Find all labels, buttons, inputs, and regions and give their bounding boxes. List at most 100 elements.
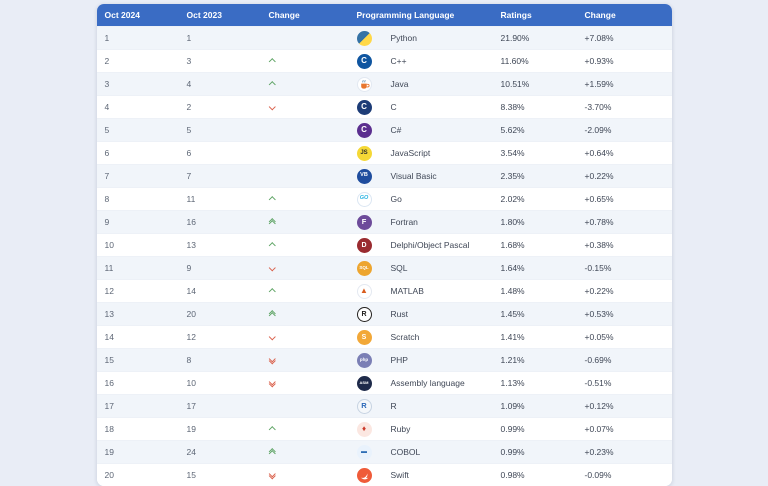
language-cell: ▬ COBOL xyxy=(347,444,493,460)
rank-oct-2023: 1 xyxy=(186,33,192,43)
rank-oct-2024: 4 xyxy=(104,102,110,112)
rank-oct-2024: 7 xyxy=(104,171,110,181)
table-body: 1 1 Python 21.90% +7.08% 2 3 C C++ 11.60% +0.93% 3 4… xyxy=(96,26,672,486)
language-name: Rust xyxy=(390,309,408,319)
rank-change-up-icon xyxy=(261,280,347,302)
scratch-icon: S xyxy=(356,329,372,345)
table-row: 14 12 S Scratch 1.41% +0.05% xyxy=(96,325,672,348)
rank-oct-2023: 2 xyxy=(186,102,192,112)
rating-value: 1.13% xyxy=(500,378,525,388)
column-header-oct-2024: Oct 2024 xyxy=(104,10,140,20)
rank-oct-2023: 24 xyxy=(186,447,196,457)
rating-change-value: -2.09% xyxy=(584,125,612,135)
rank-oct-2024: 6 xyxy=(104,148,110,158)
language-cell: SQL SQL xyxy=(347,260,493,276)
rank-oct-2023: 14 xyxy=(186,286,196,296)
rating-value: 11.60% xyxy=(500,56,529,66)
table-row: 13 20 R Rust 1.45% +0.53% xyxy=(96,302,672,325)
language-name: Fortran xyxy=(390,217,418,227)
rating-change-value: +0.22% xyxy=(584,286,614,296)
language-name: Swift xyxy=(390,470,409,480)
language-cell: Python xyxy=(347,30,493,46)
rank-oct-2023: 15 xyxy=(186,470,196,480)
language-name: Visual Basic xyxy=(390,171,437,181)
r-icon: R xyxy=(356,398,372,414)
rating-change-value: +0.78% xyxy=(584,217,614,227)
rating-value: 2.02% xyxy=(500,194,525,204)
rank-change-none xyxy=(261,165,347,187)
language-cell: JS JavaScript xyxy=(347,145,493,161)
rank-oct-2024: 3 xyxy=(104,79,110,89)
rank-change-up-double-icon xyxy=(261,303,347,325)
python-icon xyxy=(356,30,372,46)
language-cell: Java xyxy=(347,76,493,92)
rating-value: 21.90% xyxy=(500,33,530,43)
language-name: Scratch xyxy=(390,332,420,342)
rank-change-down-double-icon xyxy=(261,349,347,371)
rating-change-value: +0.05% xyxy=(584,332,614,342)
language-cell: php PHP xyxy=(347,352,493,368)
rank-oct-2023: 13 xyxy=(186,240,196,250)
rank-oct-2024: 16 xyxy=(104,378,114,388)
table-header: Oct 2024 Oct 2023 Change Programming Lan… xyxy=(96,4,672,26)
rating-value: 0.98% xyxy=(500,470,525,480)
rank-change-none xyxy=(261,395,347,417)
rank-change-down-icon xyxy=(261,326,347,348)
language-cell: GO Go xyxy=(347,191,493,207)
language-name: Assembly language xyxy=(390,378,465,388)
rank-change-none xyxy=(261,119,347,141)
rank-oct-2023: 9 xyxy=(186,263,192,273)
rating-value: 1.21% xyxy=(500,355,525,365)
rating-change-value: +0.22% xyxy=(584,171,614,181)
rank-oct-2023: 7 xyxy=(186,171,192,181)
rank-oct-2023: 20 xyxy=(186,309,196,319)
c-icon: C xyxy=(356,99,372,115)
rating-value: 1.41% xyxy=(500,332,525,342)
rank-change-up-icon xyxy=(261,234,347,256)
rank-oct-2023: 11 xyxy=(186,194,196,204)
rank-oct-2023: 3 xyxy=(186,56,192,66)
rank-oct-2023: 16 xyxy=(186,217,196,227)
rating-value: 0.99% xyxy=(500,424,525,434)
language-cell: C C# xyxy=(347,122,493,138)
rank-oct-2024: 5 xyxy=(104,125,110,135)
rank-change-down-double-icon xyxy=(261,372,347,394)
javascript-icon: JS xyxy=(356,145,372,161)
rank-oct-2023: 19 xyxy=(186,424,196,434)
rank-oct-2024: 13 xyxy=(104,309,114,319)
language-name: Go xyxy=(390,194,402,204)
rank-change-up-double-icon xyxy=(261,211,347,233)
rank-oct-2024: 15 xyxy=(104,355,114,365)
rank-oct-2024: 14 xyxy=(104,332,114,342)
table-row: 8 11 GO Go 2.02% +0.65% xyxy=(96,187,672,210)
rating-change-value: +0.64% xyxy=(584,148,614,158)
table-row: 1 1 Python 21.90% +7.08% xyxy=(96,26,672,49)
rank-oct-2023: 5 xyxy=(186,125,192,135)
rank-oct-2023: 6 xyxy=(186,148,192,158)
rating-value: 0.99% xyxy=(500,447,525,457)
rank-oct-2023: 10 xyxy=(186,378,196,388)
java-icon xyxy=(356,76,372,92)
rating-change-value: +0.65% xyxy=(584,194,614,204)
language-cell: F Fortran xyxy=(347,214,493,230)
language-name: MATLAB xyxy=(390,286,424,296)
rating-change-value: +0.23% xyxy=(584,447,614,457)
language-name: SQL xyxy=(390,263,408,273)
rank-oct-2024: 12 xyxy=(104,286,114,296)
rating-change-value: -0.69% xyxy=(584,355,612,365)
table-row: 2 3 C C++ 11.60% +0.93% xyxy=(96,49,672,72)
column-header-ratings: Ratings xyxy=(500,10,532,20)
table-row: 17 17 R R 1.09% +0.12% xyxy=(96,394,672,417)
table-row: 6 6 JS JavaScript 3.54% +0.64% xyxy=(96,141,672,164)
csharp-icon: C xyxy=(356,122,372,138)
rank-oct-2023: 8 xyxy=(186,355,192,365)
language-name: R xyxy=(390,401,397,411)
rating-value: 1.68% xyxy=(500,240,525,250)
go-icon: GO xyxy=(356,191,372,207)
language-name: COBOL xyxy=(390,447,421,457)
rating-change-value: +1.59% xyxy=(584,79,614,89)
rating-change-value: +0.93% xyxy=(584,56,614,66)
language-name: JavaScript xyxy=(390,148,431,158)
rating-value: 10.51% xyxy=(500,79,530,89)
table-row: 20 15 Swift 0.98% -0.09% xyxy=(96,463,672,486)
